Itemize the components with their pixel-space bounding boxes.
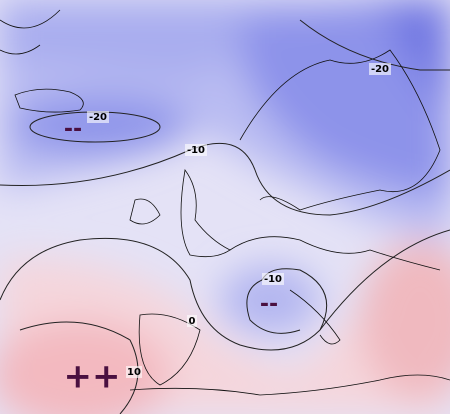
contour-label: -20 — [89, 112, 107, 123]
contour-line — [19, 321, 139, 414]
label-background — [185, 144, 207, 156]
anomaly-marker: -- — [260, 292, 278, 317]
label-background — [262, 273, 284, 285]
label-background — [369, 63, 391, 75]
contour-line — [0, 142, 450, 216]
contour-label: -10 — [264, 274, 282, 285]
contour-label: -10 — [187, 145, 205, 156]
coastline — [14, 88, 84, 113]
coastline — [129, 374, 450, 396]
coastline — [229, 236, 441, 271]
contour-label: 10 — [127, 367, 141, 378]
anomaly-marker: -- — [64, 117, 82, 142]
coastline — [0, 9, 61, 55]
contour-line — [0, 237, 328, 351]
coastline — [239, 49, 441, 211]
label-background — [187, 315, 197, 327]
contours — [0, 19, 450, 414]
label-background — [126, 366, 142, 378]
contour-line — [299, 19, 450, 71]
labels: -20 -20 -10 -10 0 10 -- -- ++ — [64, 63, 391, 397]
label-background — [87, 111, 109, 123]
coastline — [180, 169, 231, 258]
coastline — [289, 289, 341, 345]
contour-label: 0 — [189, 316, 196, 327]
contour-label: -20 — [371, 64, 389, 75]
contour-line — [319, 229, 450, 331]
coastline — [138, 313, 201, 386]
coastlines — [0, 9, 450, 396]
coastline — [129, 198, 161, 225]
anomaly-marker: ++ — [64, 357, 121, 397]
